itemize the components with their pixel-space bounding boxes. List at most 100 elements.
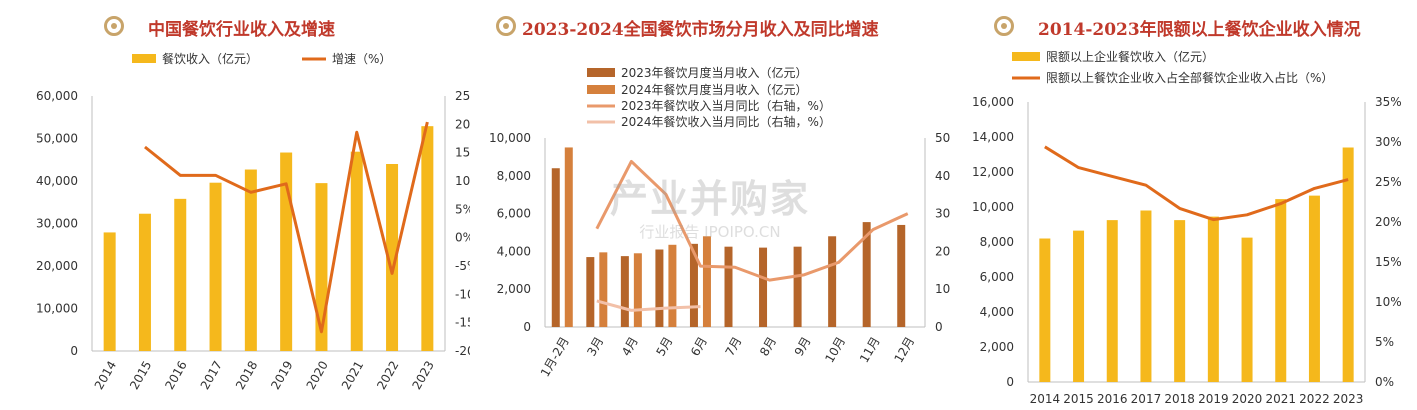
left-tick-label: 8,000 <box>980 235 1014 249</box>
chart-panel-large-enterprise-revenue: 2014-2023年限额以上餐饮企业收入情况 0 2,000 4,000 6,000 8… <box>960 0 1417 410</box>
left-tick-label: 14,000 <box>972 130 1014 144</box>
legend-label: 2024年餐饮收入当月同比（右轴，%） <box>621 114 831 129</box>
bar <box>586 257 595 327</box>
left-tick-label: 0 <box>1006 375 1014 389</box>
legend-label: 2023年餐饮收入当月同比（右轴，%） <box>621 98 831 113</box>
legend-label: 限额以上餐饮企业收入占全部餐饮企业收入占比（%） <box>1046 70 1333 85</box>
x-tick-label: 5月 <box>653 335 675 359</box>
bar <box>655 249 664 327</box>
chart-title-row: 2014-2023年限额以上餐饮企业收入情况 <box>960 14 1417 44</box>
bar <box>551 168 560 327</box>
left-tick-label: 10,000 <box>972 200 1014 214</box>
right-tick-label: 35% <box>1375 95 1402 109</box>
chart-svg: 0 2,000 4,000 6,000 8,000 10,000 12,000 14,000 1… <box>972 49 1402 406</box>
x-tick-label: 2019 <box>268 359 295 392</box>
bar <box>599 252 608 327</box>
legend-swatch <box>132 54 156 63</box>
right-tick-label: 40 <box>935 169 950 183</box>
legend-swatch <box>587 68 615 77</box>
x-tick-label: 2023 <box>409 359 436 392</box>
bar <box>174 198 187 351</box>
right-tick-label: 0% <box>455 231 470 245</box>
chart-title-row: 2023-2024全国餐饮市场分月收入及同比增速 <box>470 14 960 44</box>
left-tick-label: 50,000 <box>36 132 78 146</box>
bar <box>1106 220 1118 382</box>
x-tick-label: 9月 <box>792 335 814 359</box>
chart-svg: 0 2,000 4,000 6,000 8,000 10,000 0 10 20 30 40 50 1月… <box>489 65 950 380</box>
bar <box>689 243 698 327</box>
right-tick-label: 30 <box>935 207 950 221</box>
legend-swatch <box>1012 52 1040 61</box>
legend-label: 2024年餐饮月度当月收入（亿元） <box>621 82 808 97</box>
left-tick-label: 0 <box>70 344 78 358</box>
x-tick-label: 2021 <box>339 359 366 392</box>
x-tick-label: 2016 <box>162 359 189 392</box>
right-tick-label: 0% <box>1375 375 1394 389</box>
legend-label: 限额以上企业餐饮收入（亿元） <box>1046 49 1214 64</box>
legend-label: 2023年餐饮月度当月收入（亿元） <box>621 65 808 80</box>
series-line <box>1044 145 1349 222</box>
chart-title: 2023-2024全国餐饮市场分月收入及同比增速 <box>522 20 879 40</box>
series-line <box>595 159 909 282</box>
left-tick-label: 2,000 <box>497 282 531 296</box>
right-tick-label: 20% <box>455 117 470 131</box>
right-tick-label: 30% <box>1375 135 1402 149</box>
bar <box>1342 147 1354 382</box>
right-tick-label: 0 <box>935 320 943 334</box>
left-tick-label: 30,000 <box>36 217 78 231</box>
x-tick-label: 1月-2月 <box>538 335 572 380</box>
title-bullet-icon <box>994 16 1014 36</box>
right-tick-label: 15% <box>455 146 470 160</box>
right-tick-label: -20% <box>455 344 470 358</box>
x-tick-label: 2023 <box>1333 392 1364 406</box>
bar <box>862 222 871 327</box>
series-line <box>144 121 429 334</box>
left-tick-label: 16,000 <box>972 95 1014 109</box>
left-tick-label: 40,000 <box>36 174 78 188</box>
bar <box>668 244 677 327</box>
x-tick-label: 6月 <box>688 335 710 359</box>
bar <box>759 247 768 327</box>
right-tick-label: -15% <box>455 316 470 330</box>
bar <box>633 253 642 327</box>
left-tick-label: 6,000 <box>497 207 531 221</box>
x-tick-label: 2018 <box>1164 392 1195 406</box>
x-tick-label: 2014 <box>1030 392 1061 406</box>
x-tick-label: 7月 <box>723 335 745 359</box>
x-tick-label: 2019 <box>1198 392 1229 406</box>
x-tick-label: 2015 <box>127 359 154 392</box>
right-tick-label: 10% <box>455 174 470 188</box>
bar <box>244 169 257 351</box>
bar <box>421 126 434 351</box>
x-tick-label: 2022 <box>1299 392 1330 406</box>
chart-title: 2014-2023年限额以上餐饮企业收入情况 <box>1038 20 1361 40</box>
legend-swatch <box>587 85 615 94</box>
chart-title: 中国餐饮行业收入及增速 <box>148 20 335 40</box>
bar <box>280 152 293 351</box>
bar <box>138 213 151 351</box>
bar <box>1039 238 1051 382</box>
right-tick-label: 5% <box>455 202 470 216</box>
right-tick-label: -10% <box>455 287 470 301</box>
bar <box>702 236 711 327</box>
x-tick-label: 2022 <box>374 359 401 392</box>
bar <box>103 232 116 351</box>
bar <box>1275 199 1287 382</box>
x-tick-label: 2020 <box>304 359 331 392</box>
bar <box>1241 237 1253 382</box>
x-tick-label: 2017 <box>1131 392 1162 406</box>
bar <box>564 147 573 327</box>
right-tick-label: -5% <box>455 259 470 273</box>
right-tick-label: 5% <box>1375 335 1394 349</box>
title-bullet-icon <box>104 16 124 36</box>
left-tick-label: 4,000 <box>497 244 531 258</box>
right-tick-label: 20% <box>1375 215 1402 229</box>
left-tick-label: 12,000 <box>972 165 1014 179</box>
left-tick-label: 6,000 <box>980 270 1014 284</box>
legend-label: 增速（%） <box>332 52 391 66</box>
right-tick-label: 50 <box>935 131 950 145</box>
chart-title-row: 中国餐饮行业收入及增速 <box>0 14 470 44</box>
x-tick-label: 11月 <box>857 335 883 366</box>
x-tick-label: 2015 <box>1063 392 1094 406</box>
right-tick-label: 15% <box>1375 255 1402 269</box>
